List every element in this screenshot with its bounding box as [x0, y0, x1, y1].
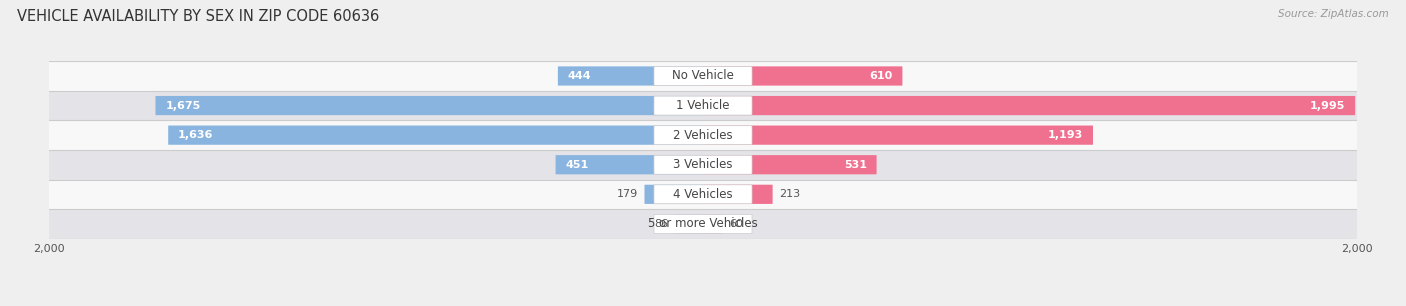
FancyBboxPatch shape	[654, 126, 752, 145]
FancyBboxPatch shape	[49, 180, 1357, 209]
FancyBboxPatch shape	[703, 66, 903, 86]
FancyBboxPatch shape	[703, 185, 773, 204]
FancyBboxPatch shape	[654, 96, 752, 115]
FancyBboxPatch shape	[703, 125, 1092, 145]
Text: 213: 213	[779, 189, 800, 199]
FancyBboxPatch shape	[49, 150, 1357, 180]
Text: 610: 610	[869, 71, 893, 81]
Text: 451: 451	[565, 160, 589, 170]
FancyBboxPatch shape	[169, 125, 703, 145]
FancyBboxPatch shape	[703, 96, 1355, 115]
FancyBboxPatch shape	[49, 120, 1357, 150]
Text: 2 Vehicles: 2 Vehicles	[673, 129, 733, 142]
Text: 3 Vehicles: 3 Vehicles	[673, 158, 733, 171]
FancyBboxPatch shape	[555, 155, 703, 174]
FancyBboxPatch shape	[654, 215, 752, 233]
Text: 1,193: 1,193	[1047, 130, 1083, 140]
Text: 179: 179	[617, 189, 638, 199]
FancyBboxPatch shape	[49, 91, 1357, 120]
FancyBboxPatch shape	[49, 61, 1357, 91]
Text: 86: 86	[654, 219, 668, 229]
FancyBboxPatch shape	[156, 96, 703, 115]
Text: No Vehicle: No Vehicle	[672, 69, 734, 83]
FancyBboxPatch shape	[703, 155, 876, 174]
Text: 1,636: 1,636	[179, 130, 214, 140]
Text: Source: ZipAtlas.com: Source: ZipAtlas.com	[1278, 9, 1389, 19]
Text: 4 Vehicles: 4 Vehicles	[673, 188, 733, 201]
Text: 5 or more Vehicles: 5 or more Vehicles	[648, 217, 758, 230]
FancyBboxPatch shape	[558, 66, 703, 86]
Legend: Male, Female: Male, Female	[630, 302, 776, 306]
Text: 444: 444	[568, 71, 592, 81]
Text: VEHICLE AVAILABILITY BY SEX IN ZIP CODE 60636: VEHICLE AVAILABILITY BY SEX IN ZIP CODE …	[17, 9, 380, 24]
Text: 1,675: 1,675	[166, 101, 201, 110]
Text: 1,995: 1,995	[1310, 101, 1346, 110]
FancyBboxPatch shape	[703, 214, 723, 233]
Text: 60: 60	[730, 219, 744, 229]
FancyBboxPatch shape	[654, 155, 752, 174]
Text: 1 Vehicle: 1 Vehicle	[676, 99, 730, 112]
FancyBboxPatch shape	[654, 185, 752, 204]
FancyBboxPatch shape	[654, 66, 752, 85]
FancyBboxPatch shape	[675, 214, 703, 233]
FancyBboxPatch shape	[644, 185, 703, 204]
Text: 531: 531	[844, 160, 866, 170]
FancyBboxPatch shape	[49, 209, 1357, 239]
